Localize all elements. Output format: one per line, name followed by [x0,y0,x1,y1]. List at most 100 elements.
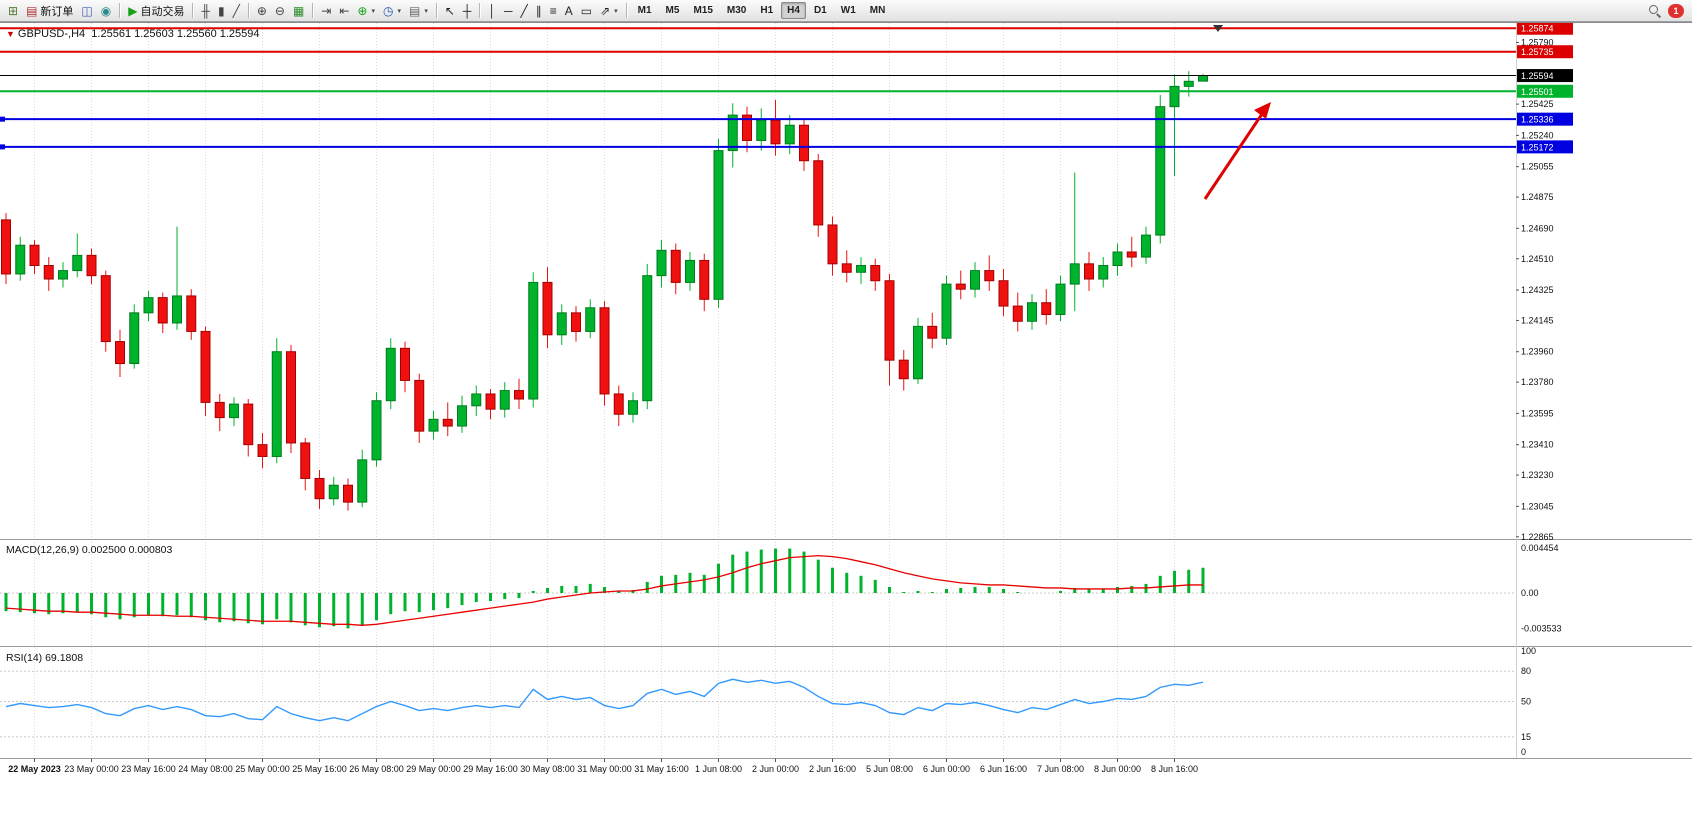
new-chart-button[interactable]: ⊞ [4,1,22,20]
price-chart-canvas[interactable]: 1.25790 1.25425 1.25240 1.25055 1.24875 1.246… [0,23,1692,839]
horizontal-line-icon: ─ [503,3,513,18]
svg-text:29 May 00:00: 29 May 00:00 [406,764,461,774]
arrows-icon: ⇗ [600,3,611,18]
chart-shift-marker[interactable] [1213,25,1223,32]
svg-text:26 May 08:00: 26 May 08:00 [349,764,404,774]
candlestick-series[interactable] [1,71,1208,511]
timeframe-d1-button[interactable]: D1 [808,2,833,19]
timeframe-h4-button[interactable]: H4 [781,2,806,19]
auto-scroll-button[interactable]: ⇥ [317,1,335,20]
chevron-down-icon: ▾ [397,7,401,15]
line-handle[interactable] [0,116,5,122]
indicators-button[interactable]: ⊕ ▾ [353,1,379,20]
svg-text:1.23230: 1.23230 [1521,470,1554,480]
fibonacci-icon: ≡ [549,3,557,18]
svg-text:2 Jun 00:00: 2 Jun 00:00 [752,764,799,774]
zoom-out-icon: ⊖ [274,3,285,18]
support-line-green-price-label [1517,84,1573,98]
svg-text:7 Jun 08:00: 7 Jun 08:00 [1037,764,1084,774]
rsi-line [5,678,1204,722]
toolbar-separator [479,3,481,18]
cursor-button[interactable]: ↖ [441,1,459,20]
timeframe-m15-button[interactable]: M15 [687,2,718,19]
svg-text:1.23045: 1.23045 [1521,501,1554,511]
autotrading-button[interactable]: ▶ 自动交易 [124,1,188,20]
periods-button[interactable]: ◷ ▾ [379,1,405,20]
timeframe-mn-button[interactable]: MN [864,2,892,19]
label-button[interactable]: ▭ [577,1,596,20]
order-icon: ▤ [26,3,38,18]
search-icon[interactable] [1648,4,1661,17]
grid-lines [34,23,1175,758]
timeframe-m30-button[interactable]: M30 [721,2,752,19]
svg-text:0.004454: 0.004454 [1521,543,1559,553]
autotrading-button-label: 自动交易 [140,5,185,18]
horizontal-price-lines: 1.25874 1.25735 1.25594 1.25501 1.25336 1.251… [0,23,1573,154]
candlestick-chart-button[interactable]: ▮ [214,1,229,20]
new-order-button[interactable]: ▤ 新订单 [22,1,77,20]
zoom-in-icon: ⊕ [256,3,267,18]
cursor-icon: ↖ [444,3,455,18]
text-button[interactable]: A [561,1,577,20]
support-line-blue-upper-price-label [1517,112,1573,126]
svg-text:1.23780: 1.23780 [1521,377,1554,387]
trendline-button[interactable]: ╱ [516,1,531,20]
bar-chart-button[interactable]: ╫ [197,1,214,20]
resistance-line-lower-price-label [1517,45,1573,59]
svg-text:1.23410: 1.23410 [1521,440,1554,450]
channel-icon: ∥ [535,3,542,18]
toolbar-buttons: ⊞ ▤ 新订单 ◫ ◉ ▶ 自动交易 ╫ ▮ ╱ ⊕ ⊖ ▦ ⇥ ⇤ ⊕ ▾ ◷ ▾ ▤ ▾ ↖ ┼ │ ─ ╱ ∥ ≡ A ▭ ⇗ ▾ [4,1,631,20]
svg-text:80: 80 [1521,666,1531,676]
chevron-down-icon: ▾ [614,7,618,15]
timeframe-m5-button[interactable]: M5 [660,2,686,19]
svg-text:2 Jun 16:00: 2 Jun 16:00 [809,764,856,774]
line-chart-button[interactable]: ╱ [229,1,244,20]
toolbar-right: 1 [1648,3,1688,18]
notification-badge[interactable]: 1 [1668,3,1684,18]
svg-text:1.25501: 1.25501 [1521,87,1554,97]
vertical-line-button[interactable]: │ [484,1,500,20]
channel-button[interactable]: ∥ [532,1,546,20]
template-icon: ▤ [409,3,421,18]
tile-windows-button[interactable]: ▦ [289,1,308,20]
timeframe-group: M1 M5 M15 M30 H1 H4 D1 W1 MN [631,2,893,19]
chart-plus-icon: ⊞ [8,3,19,18]
svg-text:1.24325: 1.24325 [1521,285,1554,295]
svg-text:1.25240: 1.25240 [1521,130,1554,140]
bars-icon: ╫ [201,3,210,18]
line-icon: ╱ [232,3,240,18]
zoom-in-button[interactable]: ⊕ [253,1,271,20]
auto-scroll-icon: ⇥ [321,3,332,18]
svg-text:1.25172: 1.25172 [1521,142,1554,152]
chevron-down-icon: ▾ [371,7,375,15]
price-axis[interactable]: 1.25790 1.25425 1.25240 1.25055 1.24875 1.246… [1516,37,1554,542]
timeframe-w1-button[interactable]: W1 [835,2,862,19]
time-axis[interactable]: 22 May 2023 23 May 00:00 23 May 16:00 24 Ma… [8,758,1198,775]
shapes-button[interactable]: ⇗ ▾ [596,1,622,20]
line-handle[interactable] [0,144,5,150]
current-price-line-price-label [1517,69,1573,83]
zoom-out-button[interactable]: ⊖ [271,1,289,20]
trendline-icon: ╱ [520,3,528,18]
svg-text:1.22865: 1.22865 [1521,532,1554,542]
toolbar-separator [625,3,627,18]
svg-text:8 Jun 00:00: 8 Jun 00:00 [1094,764,1141,774]
svg-text:1.25874: 1.25874 [1521,24,1554,34]
crosshair-button[interactable]: ┼ [459,1,476,20]
svg-text:100: 100 [1521,646,1536,656]
profiles-button[interactable]: ◫ [77,1,96,20]
svg-text:1 Jun 08:00: 1 Jun 08:00 [695,764,742,774]
support-line-blue-lower-price-label [1517,140,1573,154]
trend-arrow-annotation[interactable] [1203,102,1271,200]
globe-icon: ◉ [100,3,112,18]
timeframe-h1-button[interactable]: H1 [754,2,779,19]
templates-button[interactable]: ▤ ▾ [405,1,432,20]
svg-text:1.25735: 1.25735 [1521,47,1554,57]
chart-shift-button[interactable]: ⇤ [335,1,353,20]
horizontal-line-button[interactable]: ─ [500,1,517,20]
quotes-refresh-button[interactable]: ◉ [97,1,115,20]
timeframe-m1-button[interactable]: M1 [632,2,658,19]
svg-text:31 May 16:00: 31 May 16:00 [634,764,689,774]
fibonacci-button[interactable]: ≡ [546,1,561,20]
